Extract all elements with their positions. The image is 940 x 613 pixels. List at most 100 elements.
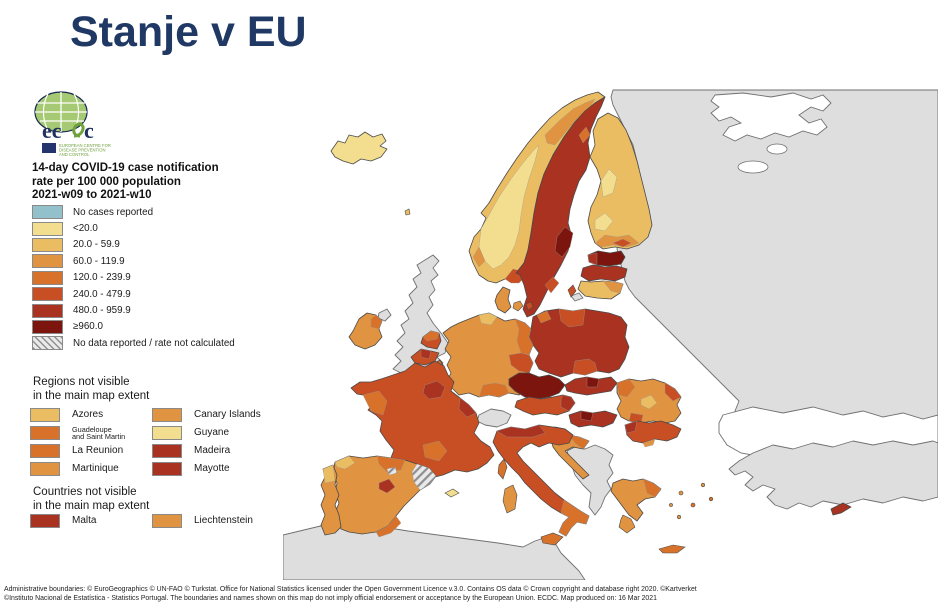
map-region-germany-north (478, 312, 498, 326)
map-region-peloponnese (618, 514, 636, 534)
legend-swatch (152, 408, 182, 422)
map-region-czechia (508, 372, 566, 400)
map-region-denmark-zealand (525, 301, 534, 311)
attribution-line1: Administrative boundaries: © EuroGeograp… (4, 586, 697, 593)
map-region-sicily (540, 532, 564, 546)
map-region-poland-nw (536, 310, 552, 324)
legend-swatch (30, 408, 60, 422)
europe-choropleth-map (283, 89, 938, 580)
regions-heading: Regions not visible in the main map exte… (33, 376, 150, 402)
legend-swatch (30, 514, 60, 528)
legend-item: <20.0 (32, 220, 292, 236)
map-attribution: Administrative boundaries: © EuroGeograp… (4, 585, 764, 603)
legend-item: ≥960.0 (32, 319, 292, 335)
map-region-france-east (458, 397, 477, 418)
legend-label: ≥960.0 (73, 321, 103, 333)
legend-label: No data reported / rate not calculated (73, 337, 235, 349)
map-region-finland-c1b (594, 212, 614, 232)
map-region-romania-center (640, 394, 658, 410)
map-legend-title: 14-day COVID-19 case notification rate p… (32, 162, 219, 201)
map-region-kaliningrad (570, 292, 584, 302)
map-region-eastern-europe (610, 89, 938, 426)
map-region-norway-mid (478, 144, 540, 270)
legend-label: La Reunion (72, 445, 124, 456)
legend-item: Malta (30, 512, 152, 530)
legend-label: 480.0 - 959.9 (73, 305, 131, 317)
map-region-estonia-west (587, 252, 598, 266)
countries-heading: Countries not visible in the main map ex… (33, 486, 150, 512)
map-region-france (350, 360, 495, 479)
eu-flag-icon (42, 143, 56, 153)
map-region-poland-s (572, 358, 598, 376)
map-region-sardinia (502, 484, 518, 514)
legend-swatch (152, 462, 182, 476)
legend-swatch (32, 270, 63, 285)
map-region-catalonia-nodata (411, 463, 437, 491)
map-region-austria-east (560, 394, 576, 412)
legend-item: Madeira (152, 442, 295, 460)
map-region-faroe (404, 208, 411, 216)
legend-label: Guyane (194, 427, 230, 438)
map-region-finland-c1a (600, 168, 618, 198)
map-white-sea (710, 92, 832, 142)
page-title: Stanje v EU (70, 8, 307, 56)
map-region-latvia (580, 264, 628, 282)
legend-label: 240.0 - 479.9 (73, 288, 131, 300)
map-region-romania-west (616, 378, 636, 398)
legend-swatch (32, 237, 63, 252)
legend-swatch (32, 336, 63, 351)
map-region-poland-n (558, 308, 586, 328)
map-region-slovakia-center (586, 376, 600, 388)
legend-label: Canary Islands (194, 409, 261, 420)
map-region-sweden-dark (554, 226, 574, 258)
map-region-turkey (728, 440, 938, 510)
legend-item: No data reported / rate not calculated (32, 335, 292, 351)
map-region-finland-helsinki (612, 238, 632, 248)
ecdc-org-name: EUROPEAN CENTRE FOR DISEASE PREVENTION A… (59, 143, 112, 157)
legend-item: 480.0 - 959.9 (32, 302, 292, 318)
map-region-hungary-north (580, 410, 594, 422)
legend-label: <20.0 (73, 223, 98, 235)
legend-label: Madeira (194, 445, 231, 456)
map-region-spain-north (376, 455, 406, 473)
map-region-switzerland (476, 408, 512, 428)
map-region-spain-nw (334, 455, 356, 470)
map-region-bulgaria (624, 420, 682, 444)
map-region-ireland-east (370, 314, 383, 330)
legend-item: Guyane (152, 424, 295, 442)
map-region-denmark-funen (512, 300, 524, 312)
legend-item: Canary Islands (152, 406, 295, 424)
legend-swatch (32, 221, 63, 236)
map-lake-ladoga (737, 160, 769, 174)
map-region-spain-madrid (378, 478, 396, 494)
map-region-greece-ne (642, 478, 662, 498)
map-region-corsica (497, 458, 508, 480)
legend-label: Malta (72, 515, 97, 526)
legend-item: Mayotte (152, 460, 295, 478)
legend-swatch (32, 205, 63, 220)
map-region-poland (528, 308, 630, 378)
svg-text:ec: ec (42, 118, 62, 143)
ecdc-logo: ec c EUROPEAN CENTRE FOR DISEASE PREVENT… (28, 90, 158, 158)
legend-item: La Reunion (30, 442, 152, 460)
map-region-germany-east (514, 318, 534, 356)
legend-item: Azores (30, 406, 152, 424)
map-region-balearic (444, 488, 460, 498)
map-region-sweden-north (578, 126, 591, 144)
map-region-gotland (567, 284, 577, 298)
legend-label: 20.0 - 59.9 (73, 239, 120, 251)
map-region-norway-west (472, 246, 486, 268)
map-region-croatia-east (568, 434, 590, 450)
legend-swatch (32, 254, 63, 269)
legend-item: Liechtenstein (152, 512, 295, 530)
map-region-belgium-center (420, 348, 432, 360)
map-region-iceland (330, 131, 388, 165)
map-region-sweden-mid (544, 276, 560, 294)
legend-swatch (30, 462, 60, 476)
map-region-crete (658, 544, 686, 554)
legend-item: 240.0 - 479.9 (32, 286, 292, 302)
attribution-line2: ©Instituto Nacional de Estatística - Sta… (4, 595, 657, 602)
map-region-aragon-nodata (386, 466, 398, 476)
map-region-western-balkans (566, 444, 614, 516)
